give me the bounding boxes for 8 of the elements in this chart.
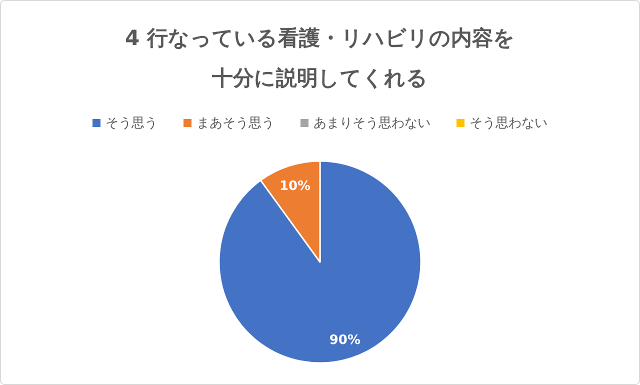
data-label: 90% bbox=[329, 332, 361, 348]
legend-label: そう思う bbox=[106, 116, 158, 131]
legend-label: あまりそう思わない bbox=[314, 116, 430, 131]
pie-slice bbox=[218, 160, 422, 364]
data-label: 10% bbox=[279, 179, 311, 194]
legend-label: そう思わない bbox=[470, 116, 548, 131]
legend-label: まあそう思う bbox=[196, 116, 274, 131]
chart-title: 4 行なっている看護・リハビリの内容を十分に説明してくれる bbox=[125, 26, 515, 90]
